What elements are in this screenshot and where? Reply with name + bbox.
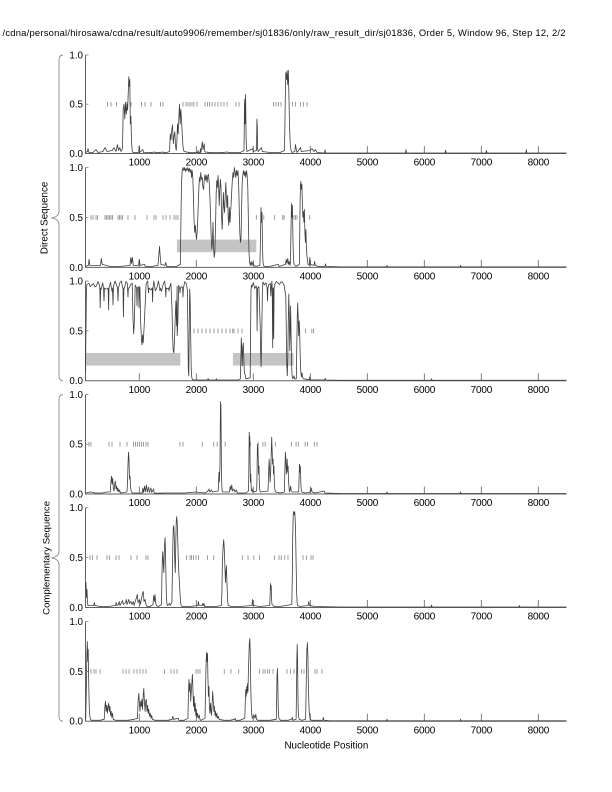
svg-text:7000: 7000	[471, 725, 493, 736]
svg-text:5000: 5000	[357, 271, 379, 282]
svg-text:4000: 4000	[300, 271, 322, 282]
svg-text:1000: 1000	[129, 498, 151, 509]
svg-text:1.0: 1.0	[69, 50, 83, 61]
svg-text:0.5: 0.5	[69, 553, 83, 564]
svg-text:8000: 8000	[528, 725, 550, 736]
svg-text:1000: 1000	[129, 612, 151, 623]
svg-text:6000: 6000	[414, 385, 436, 396]
svg-text:0.0: 0.0	[69, 376, 83, 387]
svg-text:2000: 2000	[186, 158, 208, 169]
svg-text:8000: 8000	[528, 498, 550, 509]
svg-text:3000: 3000	[243, 725, 265, 736]
svg-text:0.0: 0.0	[69, 149, 83, 160]
svg-text:0.5: 0.5	[69, 440, 83, 451]
svg-text:1.0: 1.0	[69, 503, 83, 514]
svg-text:8000: 8000	[528, 158, 550, 169]
svg-text:8000: 8000	[528, 271, 550, 282]
svg-text:1.0: 1.0	[69, 617, 83, 628]
svg-text:1.0: 1.0	[69, 390, 83, 401]
svg-text:0.0: 0.0	[69, 603, 83, 614]
svg-text:8000: 8000	[528, 385, 550, 396]
svg-text:1000: 1000	[129, 725, 151, 736]
svg-text:7000: 7000	[471, 612, 493, 623]
svg-text:7000: 7000	[471, 158, 493, 169]
svg-text:5000: 5000	[357, 612, 379, 623]
svg-text:4000: 4000	[300, 612, 322, 623]
svg-text:0.5: 0.5	[69, 100, 83, 111]
svg-text:0.5: 0.5	[69, 213, 83, 224]
svg-text:8000: 8000	[528, 612, 550, 623]
svg-text:1000: 1000	[129, 271, 151, 282]
svg-text:0.5: 0.5	[69, 326, 83, 337]
svg-text:0.0: 0.0	[69, 489, 83, 500]
svg-text:6000: 6000	[414, 725, 436, 736]
svg-text:6000: 6000	[414, 498, 436, 509]
svg-text:6000: 6000	[414, 271, 436, 282]
svg-text:7000: 7000	[471, 498, 493, 509]
svg-text:4000: 4000	[300, 158, 322, 169]
svg-text:7000: 7000	[471, 385, 493, 396]
svg-text:5000: 5000	[357, 385, 379, 396]
svg-text:/cdna/personal/hirosawa/cdna/r: /cdna/personal/hirosawa/cdna/result/auto…	[3, 27, 566, 38]
svg-text:5000: 5000	[357, 158, 379, 169]
svg-text:3000: 3000	[243, 158, 265, 169]
svg-text:6000: 6000	[414, 158, 436, 169]
svg-text:1000: 1000	[129, 385, 151, 396]
svg-text:2000: 2000	[186, 271, 208, 282]
svg-text:4000: 4000	[300, 385, 322, 396]
svg-text:2000: 2000	[186, 498, 208, 509]
svg-text:3000: 3000	[243, 385, 265, 396]
svg-text:2000: 2000	[186, 385, 208, 396]
svg-text:Complementary Sequence: Complementary Sequence	[41, 501, 52, 615]
svg-text:6000: 6000	[414, 612, 436, 623]
svg-text:0.0: 0.0	[69, 263, 83, 274]
svg-text:1000: 1000	[129, 158, 151, 169]
svg-text:4000: 4000	[300, 498, 322, 509]
svg-text:5000: 5000	[357, 498, 379, 509]
svg-text:2000: 2000	[186, 612, 208, 623]
svg-text:3000: 3000	[243, 612, 265, 623]
svg-text:3000: 3000	[243, 498, 265, 509]
svg-text:1.0: 1.0	[69, 276, 83, 287]
svg-text:0.5: 0.5	[69, 667, 83, 678]
svg-text:1.0: 1.0	[69, 163, 83, 174]
svg-text:Nucleotide Position: Nucleotide Position	[284, 741, 368, 752]
svg-text:0.0: 0.0	[69, 717, 83, 728]
svg-text:5000: 5000	[357, 725, 379, 736]
svg-text:4000: 4000	[300, 725, 322, 736]
svg-text:7000: 7000	[471, 271, 493, 282]
svg-text:3000: 3000	[243, 271, 265, 282]
svg-text:Direct Sequence: Direct Sequence	[40, 181, 51, 254]
svg-text:2000: 2000	[186, 725, 208, 736]
